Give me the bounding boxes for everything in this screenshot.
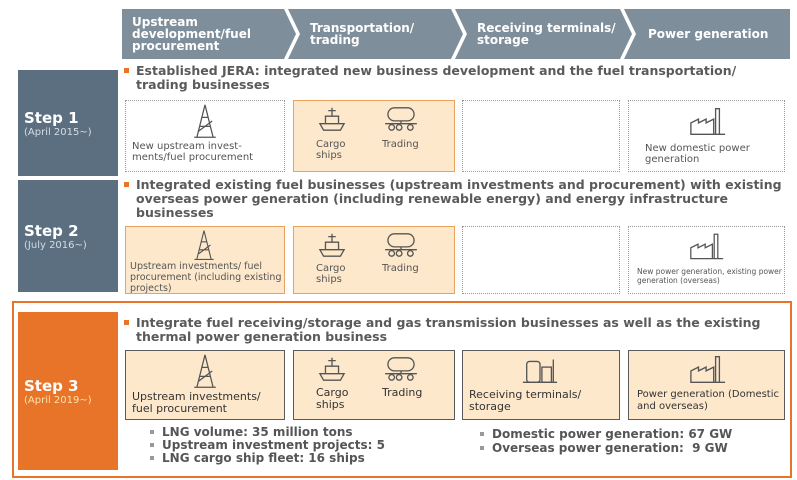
terminal-box — [462, 226, 620, 294]
box-text: Trading — [382, 139, 419, 150]
result-item: LNG volume: 35 million tons — [150, 426, 353, 439]
step-label: Step 1 (April 2015~) — [18, 70, 118, 176]
truck-icon — [382, 105, 420, 133]
chevron — [624, 9, 790, 59]
plant-icon — [689, 105, 727, 137]
step-date: (April 2019~) — [24, 394, 92, 406]
power-box: Power generation (Domestic and overseas) — [628, 350, 785, 420]
step-description: Integrated existing fuel businesses (ups… — [124, 178, 784, 220]
box-text: Cargo ships — [316, 139, 346, 161]
chevron — [455, 9, 632, 59]
terminal-box — [462, 100, 620, 172]
step-label: Step 3 (April 2019~) — [18, 312, 118, 470]
box-text: Cargo ships — [316, 386, 349, 411]
plant-icon — [689, 231, 725, 261]
stage-label: Receiving terminals/ storage — [477, 21, 616, 47]
result-item: Domestic power generation: 67 GW — [480, 428, 732, 441]
truck-icon — [382, 355, 420, 383]
step3-frame — [12, 301, 792, 478]
box-text: Trading — [382, 386, 423, 399]
upstream-box: Upstream investments/ fuel procurement — [125, 350, 285, 420]
stage-label: Upstream development/fuel procurement — [132, 15, 251, 53]
plant-icon — [689, 353, 727, 385]
rig-icon — [190, 353, 220, 389]
step-name: Step 2 — [24, 221, 79, 240]
chevron — [288, 9, 463, 59]
step-date: (April 2015~) — [24, 126, 92, 138]
step-label: Step 2 (July 2016~) — [18, 180, 118, 292]
step-name: Step 3 — [24, 376, 79, 395]
step-name: Step 1 — [24, 108, 79, 127]
rig-icon — [190, 229, 218, 261]
truck-icon — [382, 231, 420, 259]
step-description: Established JERA: integrated new busines… — [124, 64, 784, 92]
tank-icon — [521, 353, 559, 385]
stage-header — [122, 9, 790, 59]
ship-icon — [316, 231, 348, 259]
box-text: Upstream investments/ fuel procurement (… — [130, 261, 282, 294]
power-box: New domestic power generation — [628, 100, 785, 172]
box-text: Power generation (Domestic and overseas) — [637, 389, 779, 412]
result-item: LNG cargo ship fleet: 16 ships — [150, 452, 365, 465]
box-text: Upstream investments/ fuel procurement — [132, 390, 261, 415]
box-text: New domestic power generation — [645, 143, 750, 165]
result-item: Overseas power generation: 9 GW — [480, 442, 728, 455]
box-text: Receiving terminals/ storage — [469, 388, 582, 413]
box-text: New upstream invest-ments/fuel procureme… — [132, 141, 254, 163]
ship-icon — [316, 355, 348, 383]
upstream-box: Upstream investments/ fuel procurement (… — [125, 226, 285, 294]
box-text: Trading — [382, 263, 419, 274]
chevron — [122, 9, 296, 59]
terminal-box: Receiving terminals/ storage — [462, 350, 620, 420]
power-box: New power generation, existing power gen… — [628, 226, 785, 294]
transport-box: Cargo ships Trading — [293, 350, 455, 420]
ship-icon — [316, 105, 348, 133]
rig-icon — [190, 103, 220, 139]
result-item: Upstream investment projects: 5 — [150, 439, 385, 452]
step-description: Integrate fuel receiving/storage and gas… — [124, 316, 784, 344]
transport-box: Cargo ships Trading — [293, 100, 455, 172]
step-date: (July 2016~) — [24, 239, 87, 251]
stage-label: Power generation — [648, 27, 769, 41]
box-text: New power generation, existing power gen… — [637, 267, 782, 285]
box-text: Cargo ships — [316, 263, 346, 285]
stage-label: Transportation/ trading — [310, 21, 415, 47]
upstream-box: New upstream invest-ments/fuel procureme… — [125, 100, 285, 172]
transport-box: Cargo ships Trading — [293, 226, 455, 294]
